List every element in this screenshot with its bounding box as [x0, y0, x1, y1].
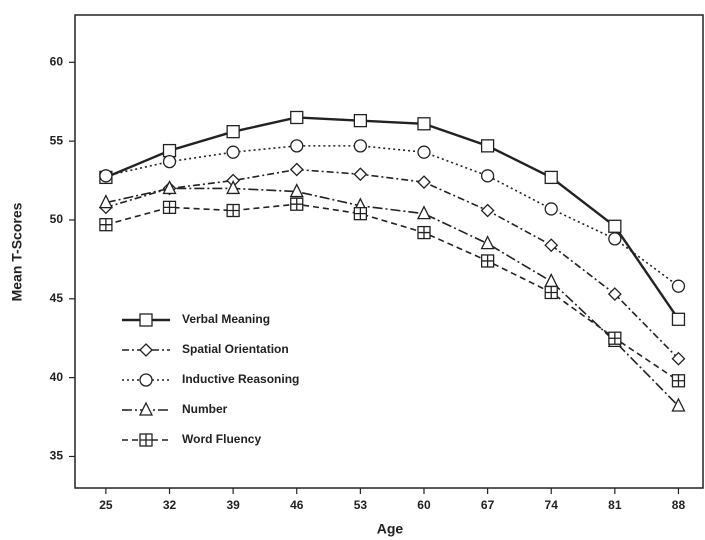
marker: [353, 113, 368, 128]
marker: [480, 169, 495, 183]
legend-label: Inductive Reasoning: [182, 372, 299, 386]
marker: [480, 254, 495, 268]
marker: [671, 279, 686, 293]
marker: [139, 373, 153, 387]
marker: [289, 162, 304, 177]
marker: [290, 139, 304, 153]
y-tick-label: 60: [50, 54, 64, 68]
marker: [289, 183, 304, 198]
y-tick-label: 45: [50, 291, 64, 305]
marker: [608, 331, 622, 345]
marker: [608, 232, 622, 246]
marker: [226, 179, 241, 195]
marker: [544, 170, 558, 185]
marker: [162, 200, 177, 215]
x-axis-title: Age: [377, 521, 404, 537]
legend-label: Number: [182, 402, 228, 416]
marker: [671, 374, 686, 388]
series-line: [105, 116, 680, 320]
marker: [544, 238, 559, 253]
marker: [226, 203, 240, 218]
series-line: [105, 168, 680, 360]
marker: [162, 154, 177, 169]
marker: [99, 218, 113, 232]
legend-label: Verbal Meaning: [182, 312, 270, 326]
legend-label: Word Fluency: [182, 432, 261, 446]
x-tick-label: 53: [354, 498, 368, 512]
marker: [139, 343, 153, 357]
marker: [162, 179, 177, 195]
y-tick-label: 55: [50, 133, 64, 147]
x-tick-label: 81: [608, 498, 622, 512]
y-tick-label: 35: [50, 449, 64, 463]
x-tick-label: 74: [545, 498, 559, 512]
marker: [416, 205, 432, 220]
marker: [480, 139, 495, 153]
marker: [226, 125, 240, 139]
marker: [139, 313, 153, 327]
x-tick-label: 25: [99, 498, 113, 512]
marker: [608, 219, 622, 233]
marker: [353, 139, 368, 153]
series-line: [105, 145, 679, 287]
marker: [417, 225, 431, 240]
marker: [290, 110, 304, 125]
marker: [480, 235, 495, 250]
marker: [671, 312, 686, 326]
x-tick-label: 32: [163, 498, 177, 512]
marker: [480, 203, 495, 218]
marker: [98, 194, 113, 209]
y-axis-title: Mean T-Scores: [9, 202, 25, 301]
series-line: [105, 187, 680, 407]
marker: [353, 167, 368, 182]
plot-frame: [74, 14, 704, 489]
marker: [139, 433, 153, 447]
marker: [671, 351, 686, 366]
marker: [226, 145, 240, 159]
x-tick-label: 60: [417, 498, 431, 512]
marker: [417, 117, 431, 131]
marker: [99, 169, 113, 183]
x-tick-label: 39: [226, 498, 240, 512]
series-line: [105, 203, 679, 382]
x-tick-label: 88: [672, 498, 686, 512]
marker: [544, 285, 558, 300]
y-tick-label: 50: [50, 212, 64, 226]
marker: [544, 273, 559, 288]
legend-label: Spatial Orientation: [182, 342, 289, 356]
marker: [353, 207, 368, 221]
marker: [607, 287, 622, 301]
marker: [138, 401, 154, 416]
marker: [544, 202, 558, 216]
x-tick-label: 67: [481, 498, 495, 512]
x-tick-label: 46: [290, 498, 304, 512]
marker: [162, 143, 177, 158]
marker: [671, 397, 686, 412]
marker: [417, 145, 431, 159]
y-tick-label: 40: [50, 370, 64, 384]
marker: [417, 175, 431, 190]
marker: [290, 197, 304, 211]
